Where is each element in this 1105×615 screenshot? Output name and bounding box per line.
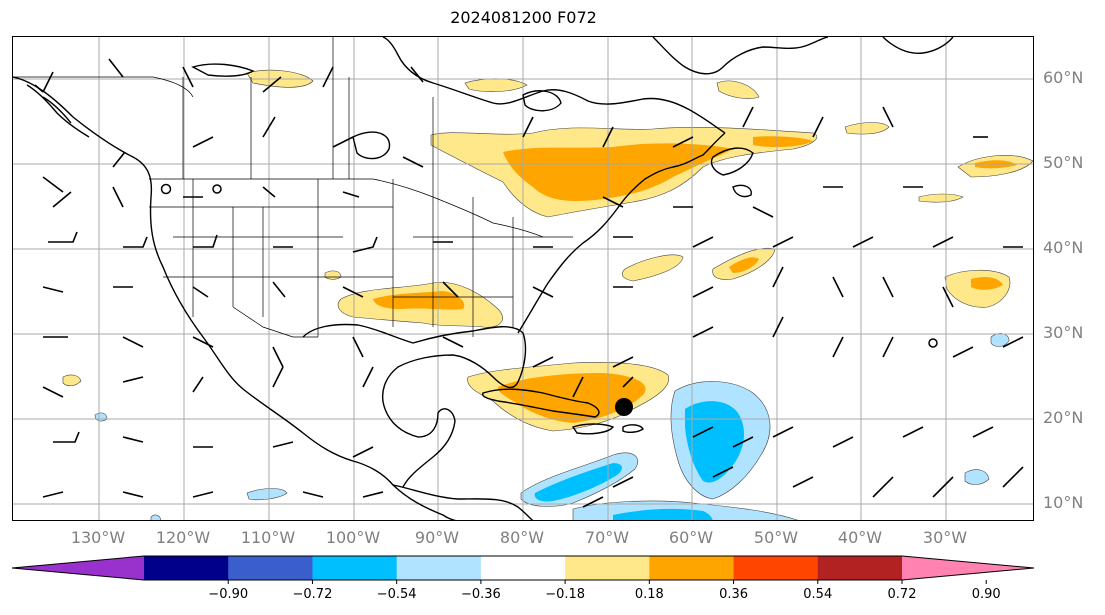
negative-region (534, 463, 622, 502)
lon-label: 80°W (499, 528, 545, 547)
colorbar-tick-label: −0.90 (208, 587, 249, 602)
colorbar-segment (228, 556, 313, 580)
positive-region (373, 291, 465, 310)
lon-label: 60°W (668, 528, 714, 547)
positive-region (324, 270, 342, 280)
lon-label: 100°W (325, 528, 381, 547)
colorbar-tick-label: 0.90 (971, 587, 1001, 602)
storm-center-marker[interactable] (615, 398, 633, 416)
lon-label: 130°W (70, 528, 126, 547)
lat-label: 50°N (1043, 153, 1084, 172)
colorbar-segment (480, 556, 566, 580)
lon-label: 110°W (240, 528, 296, 547)
positive-region (971, 277, 1003, 290)
lat-label: 60°N (1043, 68, 1084, 87)
station-marker (928, 338, 938, 348)
colorbar-tick-label: 0.36 (719, 587, 749, 602)
lat-label: 10°N (1043, 493, 1084, 512)
colorbar-segment (733, 556, 819, 580)
colorbar-tick-label: −0.36 (460, 587, 501, 602)
negative-region (685, 401, 745, 483)
coastline-layer (13, 37, 954, 520)
positive-region (729, 257, 759, 273)
lon-label: 70°W (584, 528, 630, 547)
colorbar-segment (565, 556, 650, 580)
colorbar-segment (396, 556, 482, 580)
lat-label: 40°N (1043, 238, 1084, 257)
colorbar-tick-label: 0.18 (634, 587, 664, 602)
lon-label: 40°W (837, 528, 883, 547)
lon-label: 120°W (155, 528, 211, 547)
figure-title: 2024081200 F072 (450, 8, 597, 27)
positive-region (844, 122, 890, 135)
negative-region (246, 488, 288, 501)
colorbar-tick-label: 0.54 (803, 587, 833, 602)
colorbar-tick-label: −0.54 (376, 587, 417, 602)
colorbar-extend-high (902, 556, 1034, 580)
colorbar-segment (312, 556, 398, 580)
positive-region (464, 78, 528, 92)
positive-region (918, 193, 964, 203)
positive-region (62, 374, 82, 387)
lat-label: 30°N (1043, 323, 1084, 342)
colorbar-segment (144, 556, 229, 580)
station-marker (160, 183, 172, 195)
colorbar-segment (649, 556, 735, 580)
lon-label: 30°W (922, 528, 968, 547)
positive-region (503, 143, 733, 202)
map-canvas (13, 37, 1033, 520)
positive-region (497, 373, 646, 423)
map-panel[interactable] (12, 36, 1034, 521)
positive-region (716, 80, 760, 99)
positive-region (753, 136, 813, 148)
lat-lon-grid (13, 37, 1033, 520)
colorbar (11, 555, 1035, 584)
colorbar-extend-low (12, 556, 144, 580)
positive-region (621, 254, 684, 282)
negative-region (613, 508, 713, 520)
negative-region (150, 514, 162, 520)
lon-label: 50°W (753, 528, 799, 547)
colorbar-outline (11, 555, 1035, 581)
colorbar-tick-label: −0.18 (545, 587, 586, 602)
wind-barb-layer (34, 58, 1024, 508)
lat-label: 20°N (1043, 408, 1084, 427)
lon-label: 90°W (414, 528, 460, 547)
state-border-layer (13, 37, 573, 338)
colorbar-tick-label: 0.72 (887, 587, 917, 602)
colorbar-tick-label: −0.72 (292, 587, 333, 602)
negative-region (94, 412, 108, 422)
station-marker (212, 184, 222, 194)
negative-region (964, 469, 990, 485)
shaded-field-layer (62, 69, 1033, 520)
colorbar-segment (817, 556, 903, 580)
